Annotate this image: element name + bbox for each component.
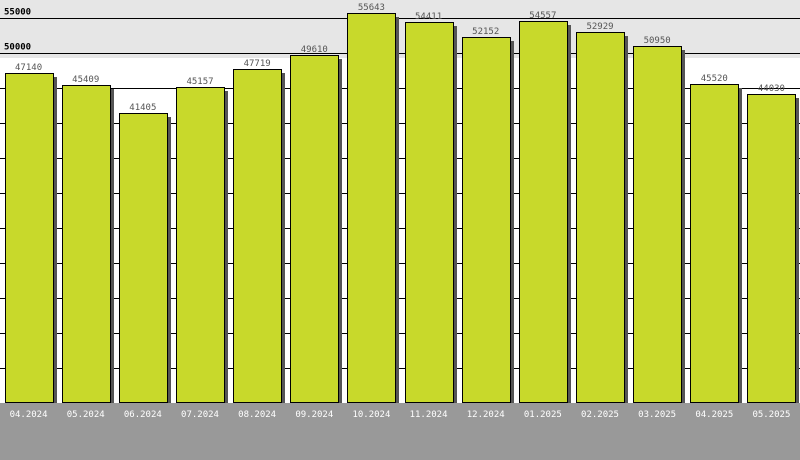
x-category-label: 07.2024: [181, 410, 219, 420]
x-axis-category-labels: 04.2024 05.2024 06.2024 07.2024 08.2024 09.20…: [10, 410, 791, 420]
bar-value-label: 47719: [244, 59, 271, 69]
y-tick-label: 50000: [4, 43, 31, 53]
x-category-label: 06.2024: [124, 410, 162, 420]
bar: [347, 13, 396, 403]
bar-value-label: 50950: [644, 36, 671, 46]
x-category-label: 11.2024: [410, 410, 448, 420]
bar-value-label: 41405: [129, 103, 156, 113]
x-category-label: 08.2024: [238, 410, 276, 420]
bar: [690, 84, 739, 403]
y-axis-tick-labels: 55000 50000: [4, 8, 31, 53]
x-category-label: 04.2025: [695, 410, 733, 420]
value-labels: 47140 45409 41405 45157 47719 49610 55643 54411…: [15, 3, 785, 113]
bar: [5, 73, 54, 403]
bar-value-label: 47140: [15, 63, 42, 73]
bar-value-label: 54557: [529, 11, 556, 21]
x-category-label: 04.2024: [10, 410, 48, 420]
x-category-label: 03.2025: [638, 410, 676, 420]
bar: [405, 22, 454, 403]
bar: [62, 85, 111, 403]
bar-value-label: 52929: [586, 22, 613, 32]
bar: [290, 55, 339, 403]
x-axis-band: [0, 403, 800, 460]
bars: [5, 13, 799, 403]
x-category-label: 09.2024: [295, 410, 333, 420]
bar: [176, 87, 225, 403]
bar: [462, 37, 511, 403]
bar: [633, 46, 682, 403]
x-category-label: 01.2025: [524, 410, 562, 420]
bar-value-label: 49610: [301, 45, 328, 55]
bar-value-label: 45409: [72, 75, 99, 85]
bar-value-label: 44030: [758, 84, 785, 94]
x-category-label: 10.2024: [352, 410, 390, 420]
bar-value-label: 52152: [472, 27, 499, 37]
x-category-label: 12.2024: [467, 410, 505, 420]
bar-value-label: 45157: [186, 77, 213, 87]
bar-value-label: 54411: [415, 12, 442, 22]
x-category-label: 02.2025: [581, 410, 619, 420]
x-category-label: 05.2024: [67, 410, 105, 420]
bar: [233, 69, 282, 403]
bar: [519, 21, 568, 403]
bar-value-label: 55643: [358, 3, 385, 13]
bar-value-label: 45520: [701, 74, 728, 84]
bar: [747, 94, 796, 403]
x-category-label: 05.2025: [752, 410, 790, 420]
y-tick-label: 55000: [4, 8, 31, 18]
bar: [119, 113, 168, 403]
bar: [576, 32, 625, 403]
